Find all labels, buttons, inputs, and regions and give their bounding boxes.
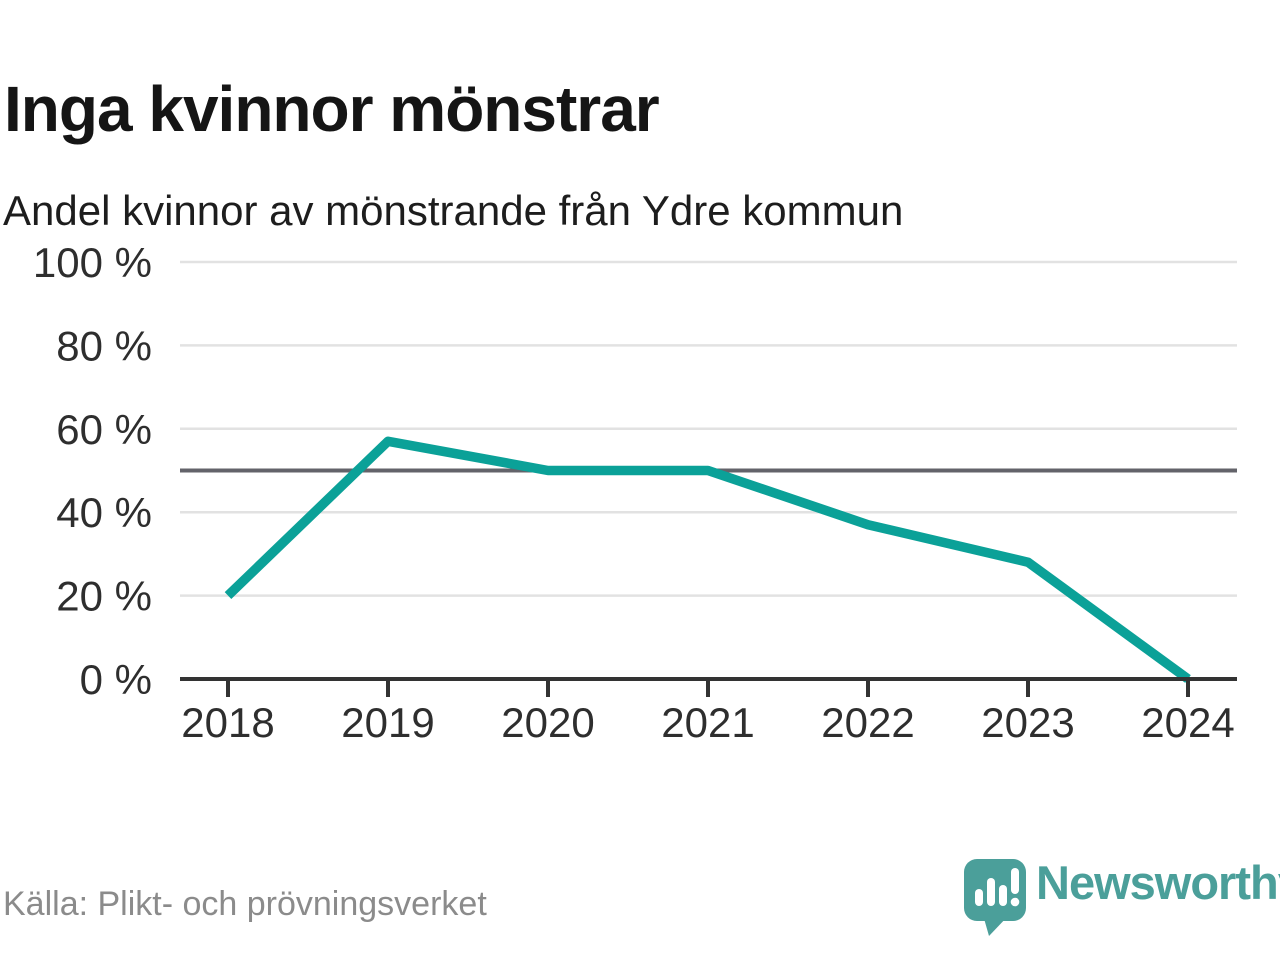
chart-title: Inga kvinnor mönstrar <box>4 72 660 145</box>
x-axis-tick-label: 2020 <box>501 699 594 746</box>
newsworthy-wordmark: Newsworthy <box>1036 856 1280 909</box>
series-line <box>224 436 1191 683</box>
y-axis-tick-label: 20 % <box>56 573 152 620</box>
logo-bar-2 <box>987 878 995 906</box>
x-axis-tick-label: 2019 <box>341 699 434 746</box>
logo-bar-3 <box>999 885 1007 906</box>
x-axis-tick-label: 2023 <box>981 699 1074 746</box>
source-note: Källa: Plikt- och prövningsverket <box>3 885 487 923</box>
logo-bar-1 <box>975 889 983 906</box>
logo-exclamation-dot <box>1010 897 1020 907</box>
x-axis-tick-label: 2021 <box>661 699 754 746</box>
x-axis-tick-label: 2024 <box>1141 699 1234 746</box>
y-axis-tick-label: 100 % <box>33 239 152 286</box>
chart-subtitle: Andel kvinnor av mönstrande från Ydre ko… <box>3 186 904 234</box>
x-axis-tick-label: 2022 <box>821 699 914 746</box>
y-axis-tick-label: 0 % <box>80 656 152 703</box>
y-axis-tick-label: 40 % <box>56 489 152 536</box>
newsworthy-logo-icon <box>964 859 1026 936</box>
y-axis-tick-label: 60 % <box>56 406 152 453</box>
logo-exclamation-bar <box>1011 868 1019 894</box>
x-axis-tick-label: 2018 <box>181 699 274 746</box>
y-axis-tick-label: 80 % <box>56 322 152 369</box>
logo-bubble-tail <box>983 915 1009 936</box>
